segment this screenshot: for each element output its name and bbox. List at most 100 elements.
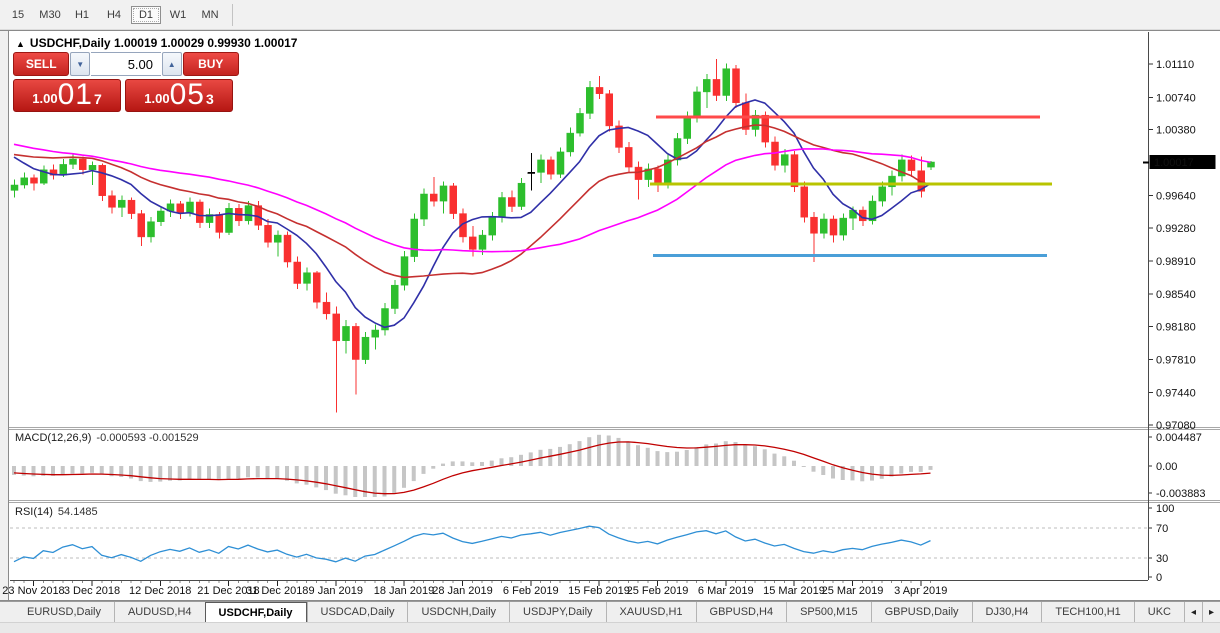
macd-histogram-bar — [743, 444, 748, 466]
chart-tab-DJ30-H4[interactable]: DJ30,H4 — [971, 602, 1042, 622]
macd-histogram-bar — [616, 437, 621, 466]
macd-histogram-bar — [382, 466, 387, 497]
candle — [868, 200, 877, 222]
timeframe-button-15[interactable]: 15 — [11, 8, 25, 21]
chart-tab-USDCAD-Daily[interactable]: USDCAD,Daily — [306, 602, 408, 622]
timeframe-button-D1[interactable]: D1 — [131, 5, 161, 24]
sell-button[interactable]: SELL — [13, 52, 70, 76]
toolbar-separator — [232, 3, 233, 26]
timeframe-button-M30[interactable]: M30 — [39, 8, 61, 21]
candle — [907, 159, 916, 171]
macd-histogram-bar — [899, 466, 904, 474]
macd-histogram-bar — [577, 441, 582, 466]
macd-histogram-bar — [431, 466, 436, 469]
candle — [683, 116, 691, 139]
macd-histogram-bar — [889, 466, 894, 477]
chart-tab-SP500-M15[interactable]: SP500,M15 — [786, 602, 870, 622]
candle — [108, 195, 116, 208]
timeframe-toolbar: 15 M30 H1 H4 D1 W1 MN — [0, 0, 1220, 30]
buy-button[interactable]: BUY — [182, 52, 239, 76]
chart-tab-USDJPY-Daily[interactable]: USDJPY,Daily — [509, 602, 606, 622]
candle — [391, 284, 399, 309]
ask-price-big: 05 — [169, 78, 205, 111]
volume-increase-button[interactable]: ▲ — [162, 52, 182, 76]
chart-tab-XAUUSD-H1[interactable]: XAUUSD,H1 — [605, 602, 696, 622]
status-bar — [0, 622, 1220, 633]
candle — [381, 308, 389, 331]
candle — [283, 234, 292, 263]
date-axis-label: 3 Apr 2019 — [894, 585, 947, 597]
current-price-tag — [1149, 155, 1216, 169]
candle — [30, 177, 38, 184]
macd-histogram-bar — [626, 441, 631, 466]
macd-histogram-bar — [714, 443, 718, 466]
candle — [517, 182, 526, 207]
chart-tab-GBPUSD-H4[interactable]: GBPUSD,H4 — [695, 602, 787, 622]
timeframe-button-H1[interactable]: H1 — [74, 8, 90, 21]
ask-price-panel[interactable]: 1.00 05 3 — [125, 79, 233, 112]
candle — [703, 79, 711, 93]
bid-price-panel[interactable]: 1.00 01 7 — [13, 79, 121, 112]
macd-histogram-bar — [753, 446, 757, 466]
candle — [459, 213, 467, 238]
date-axis-label: 9 Jan 2019 — [309, 585, 363, 597]
chart-tab-USDCNH-Daily[interactable]: USDCNH,Daily — [407, 602, 509, 622]
candle — [927, 161, 935, 168]
macd-histogram-bar — [567, 444, 572, 466]
candle — [293, 261, 301, 284]
candle — [59, 164, 67, 176]
tab-scroll-left-icon[interactable]: ◂ — [1184, 602, 1202, 622]
candle — [98, 165, 106, 196]
tab-scroll-buttons: ◂ ▸ — [1184, 602, 1220, 622]
tab-scroll-right-icon[interactable]: ▸ — [1202, 602, 1220, 622]
ask-price-pip: 3 — [205, 91, 214, 107]
timeframe-button-W1[interactable]: W1 — [169, 8, 187, 21]
chart-tab-AUDUSD-H4[interactable]: AUDUSD,H4 — [113, 602, 205, 622]
candle — [761, 114, 769, 143]
candle — [556, 151, 565, 175]
date-axis-label: 23 Nov 2018 — [2, 585, 64, 597]
macd-histogram-bar — [684, 450, 689, 466]
macd-indicator-label: MACD(12,26,9) -0.000593 -0.001529 — [15, 432, 199, 444]
macd-histogram-bar — [772, 453, 777, 466]
candle — [430, 193, 438, 202]
candle — [839, 217, 847, 236]
price-axis-label: 0.98180 — [1156, 321, 1196, 333]
price-axis-label: 0.97440 — [1156, 388, 1196, 400]
rsi-indicator-label: RSI(14) 54.1485 — [15, 506, 98, 518]
macd-histogram-bar — [60, 466, 65, 475]
chart-tab-UKC[interactable]: UKC — [1133, 602, 1184, 622]
chart-tab-USDCHF-Daily[interactable]: USDCHF,Daily — [204, 602, 307, 622]
candle — [917, 170, 925, 192]
timeframe-button-H4[interactable]: H4 — [106, 8, 122, 21]
chart-tab-TECH100-H1[interactable]: TECH100,H1 — [1041, 602, 1133, 622]
macd-signal-line — [13, 441, 931, 495]
date-axis-label: 6 Mar 2019 — [698, 585, 754, 597]
candle — [595, 87, 604, 94]
candle — [420, 193, 428, 220]
symbol-dropdown-icon[interactable]: ▲ — [16, 39, 25, 49]
macd-histogram-bar — [723, 441, 728, 466]
timeframe-button-MN[interactable]: MN — [201, 8, 219, 21]
macd-histogram-bar — [138, 466, 143, 482]
rsi-axis-label: 70 — [1156, 523, 1168, 535]
candle — [478, 234, 487, 250]
macd-histogram-bar — [762, 449, 767, 466]
candle — [352, 326, 360, 360]
chart-tab-GBPUSD-Daily[interactable]: GBPUSD,Daily — [870, 602, 972, 622]
rsi-line — [13, 525, 931, 563]
chart-window-title: ▲ USDCHF,Daily 1.00019 1.00029 0.99930 1.… — [16, 36, 297, 50]
volume-input[interactable] — [91, 52, 161, 76]
candle — [20, 177, 28, 186]
macd-histogram-bar — [665, 452, 670, 466]
candle — [322, 301, 331, 315]
date-axis-label: 15 Mar 2019 — [763, 585, 825, 597]
chart-tab-EURUSD-Daily[interactable]: EURUSD,Daily — [27, 606, 101, 618]
candle — [137, 213, 145, 238]
macd-histogram-bar — [197, 466, 202, 480]
macd-histogram-bar — [645, 447, 650, 466]
price-axis-label: 1.00380 — [1156, 125, 1196, 137]
price-axis-label: 1.00740 — [1156, 92, 1196, 104]
volume-decrease-button[interactable]: ▼ — [70, 52, 90, 76]
